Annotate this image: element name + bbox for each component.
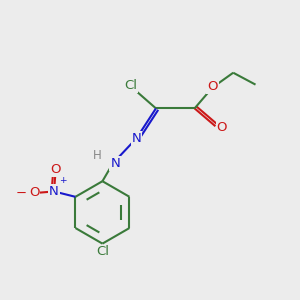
Text: Cl: Cl bbox=[96, 245, 109, 258]
Text: O: O bbox=[217, 121, 227, 134]
Text: −: − bbox=[15, 186, 26, 200]
Text: +: + bbox=[58, 176, 66, 185]
Text: H: H bbox=[93, 149, 102, 162]
Text: N: N bbox=[132, 132, 142, 145]
Text: N: N bbox=[110, 157, 120, 170]
Text: O: O bbox=[29, 186, 39, 200]
Text: N: N bbox=[49, 185, 59, 198]
Text: Cl: Cl bbox=[124, 79, 137, 92]
Text: O: O bbox=[207, 80, 218, 93]
Text: O: O bbox=[50, 163, 61, 176]
